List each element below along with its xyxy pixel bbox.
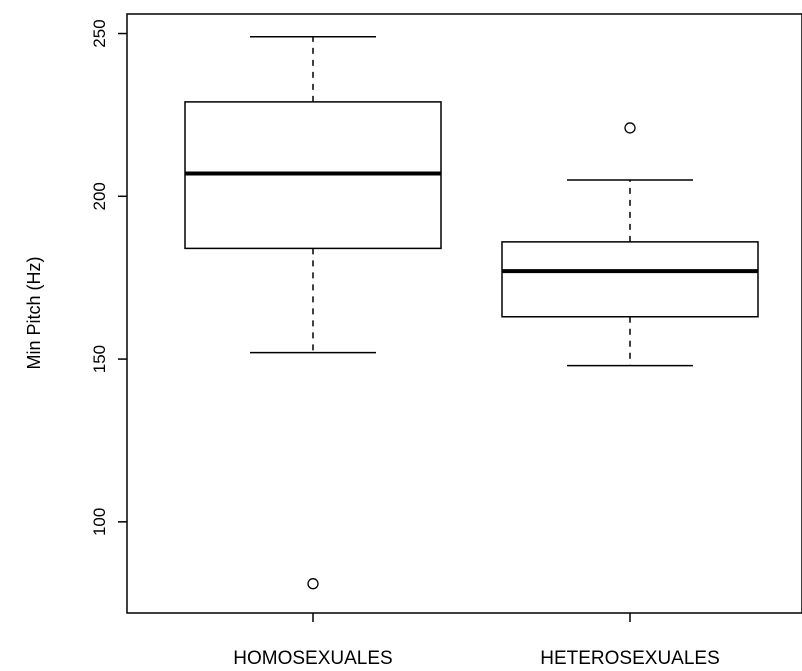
x-axis: HOMOSEXUALES HETEROSEXUALES: [233, 613, 720, 669]
box-series: [184, 36, 759, 590]
box-homosexuales: [184, 36, 442, 590]
y-tick-label-150: 150: [90, 345, 109, 373]
box-heterosexuales: [501, 122, 759, 367]
outlier-heterosexuales-0: [624, 122, 636, 134]
x-tick-label-homosexuales: HOMOSEXUALES: [233, 648, 392, 669]
y-axis-title: Min Pitch (Hz): [24, 256, 44, 369]
y-tick-label-200: 200: [90, 182, 109, 210]
outlier-homosexuales-0: [307, 578, 319, 590]
y-tick-label-250: 250: [90, 19, 109, 47]
y-axis: 100 150 200 250: [90, 19, 127, 536]
x-tick-label-heterosexuales: HETEROSEXUALES: [540, 648, 720, 669]
iqr-box-heterosexuales: [501, 241, 759, 318]
y-tick-label-100: 100: [90, 508, 109, 536]
plot-frame: [126, 13, 802, 614]
